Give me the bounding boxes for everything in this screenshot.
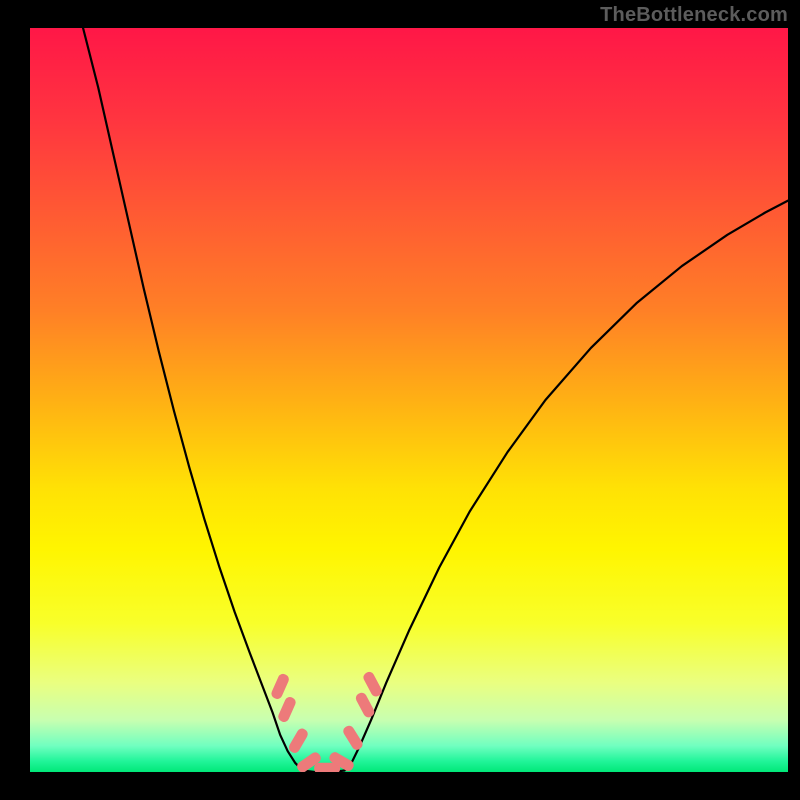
curve-marker <box>270 672 291 700</box>
marker-group <box>270 670 384 772</box>
curve-layer <box>30 28 788 772</box>
watermark-text: TheBottleneck.com <box>600 4 788 27</box>
curve-marker <box>287 727 310 755</box>
bottleneck-curve <box>83 28 788 772</box>
plot-area <box>30 28 788 772</box>
curve-marker <box>277 695 298 723</box>
chart-frame: TheBottleneck.com <box>0 0 800 800</box>
curve-marker <box>341 724 364 752</box>
